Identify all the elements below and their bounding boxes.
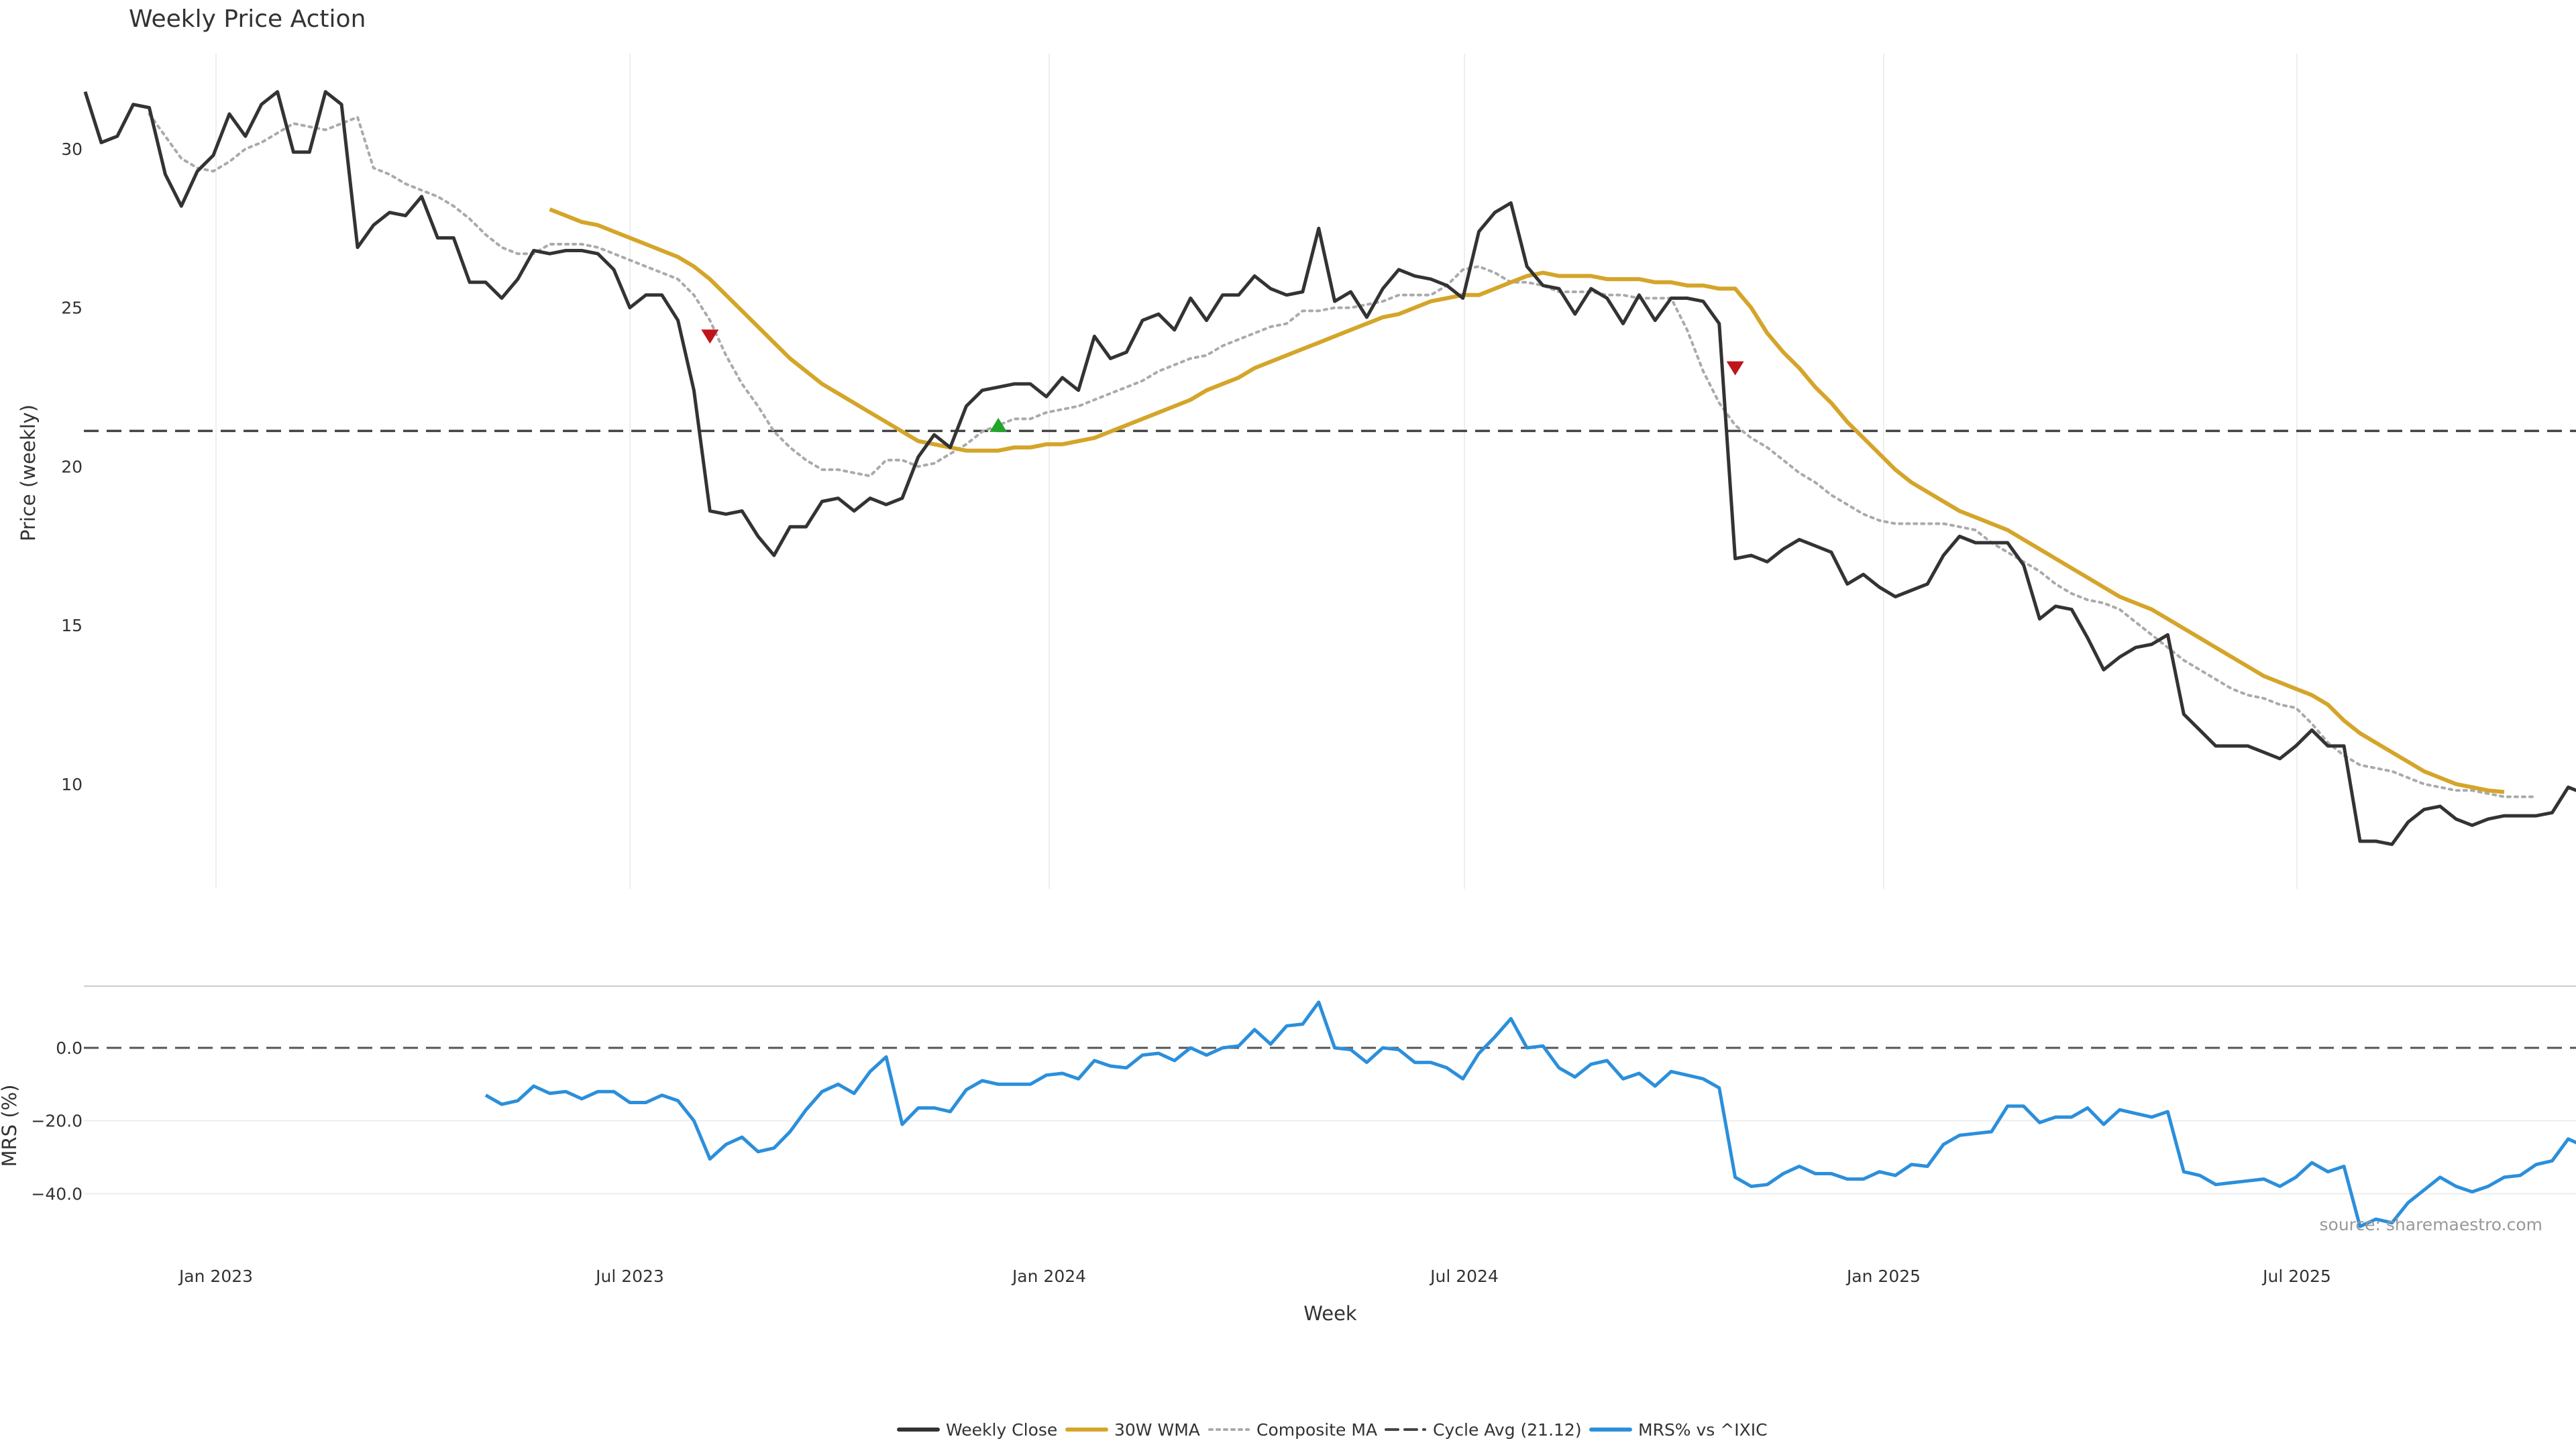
x-tick-label: Jan 2025 <box>1845 1267 1921 1286</box>
composite-ma-line <box>148 112 2538 798</box>
price-grid <box>215 54 2298 889</box>
sell-signal-marker <box>1726 361 1744 376</box>
chart-title: Weekly Price Action <box>129 5 366 33</box>
price-y-tick-label: 25 <box>61 299 83 318</box>
mrs-y-tick-label: 0.0 <box>56 1038 83 1058</box>
legend-label: Cycle Avg (21.12) <box>1433 1420 1582 1440</box>
legend-item: Weekly Close <box>897 1420 1057 1440</box>
legend-label: Composite MA <box>1256 1420 1377 1440</box>
price-y-tick-label: 30 <box>61 140 83 159</box>
price-y-tick-label: 10 <box>61 775 83 794</box>
wma-30w-line <box>549 207 2505 794</box>
sell-signal-marker <box>701 329 719 344</box>
source-note: source: sharemaestro.com <box>2320 1215 2543 1234</box>
buy-signal-marker <box>989 417 1008 432</box>
mrs-y-axis-title: MRS (%) <box>0 1085 21 1167</box>
x-tick-label: Jan 2023 <box>178 1267 253 1286</box>
price-y-tick-label: 20 <box>61 457 83 476</box>
mrs-y-ticks: 0.0 −20.0 −40.0 <box>31 1038 83 1203</box>
mrs-line <box>484 1000 2576 1228</box>
x-tick-label: Jan 2024 <box>1011 1267 1086 1286</box>
legend-label: MRS% vs ^IXIC <box>1638 1420 1768 1440</box>
series-layer <box>83 90 2576 1228</box>
price-y-ticks: 10 15 20 25 30 <box>61 140 83 794</box>
legend-item: MRS% vs ^IXIC <box>1589 1420 1768 1440</box>
mrs-y-tick-label: −40.0 <box>31 1184 83 1203</box>
legend: Weekly Close 30W WMA Composite MA Cycle Avg… <box>897 1420 1768 1440</box>
legend-item: Composite MA <box>1208 1420 1377 1440</box>
x-tick-label: Jul 2025 <box>2261 1267 2331 1286</box>
price-y-axis-title: Price (weekly) <box>17 405 40 541</box>
price-y-tick-label: 15 <box>61 616 83 635</box>
x-ticks: Jan 2023 Jul 2023 Jan 2024 Jul 2024 Jan 2025… <box>178 1267 2331 1286</box>
legend-label: 30W WMA <box>1114 1420 1200 1440</box>
weekly-close-line <box>83 90 2576 847</box>
legend-item: Cycle Avg (21.12) <box>1385 1420 1582 1440</box>
mrs-grid <box>84 1120 2576 1195</box>
x-axis-title: Week <box>1303 1302 1357 1325</box>
legend-label: Weekly Close <box>946 1420 1057 1440</box>
legend-item: 30W WMA <box>1065 1420 1200 1440</box>
mrs-y-tick-label: −20.0 <box>31 1112 83 1131</box>
x-tick-label: Jul 2023 <box>594 1267 664 1286</box>
x-tick-label: Jul 2024 <box>1429 1267 1499 1286</box>
